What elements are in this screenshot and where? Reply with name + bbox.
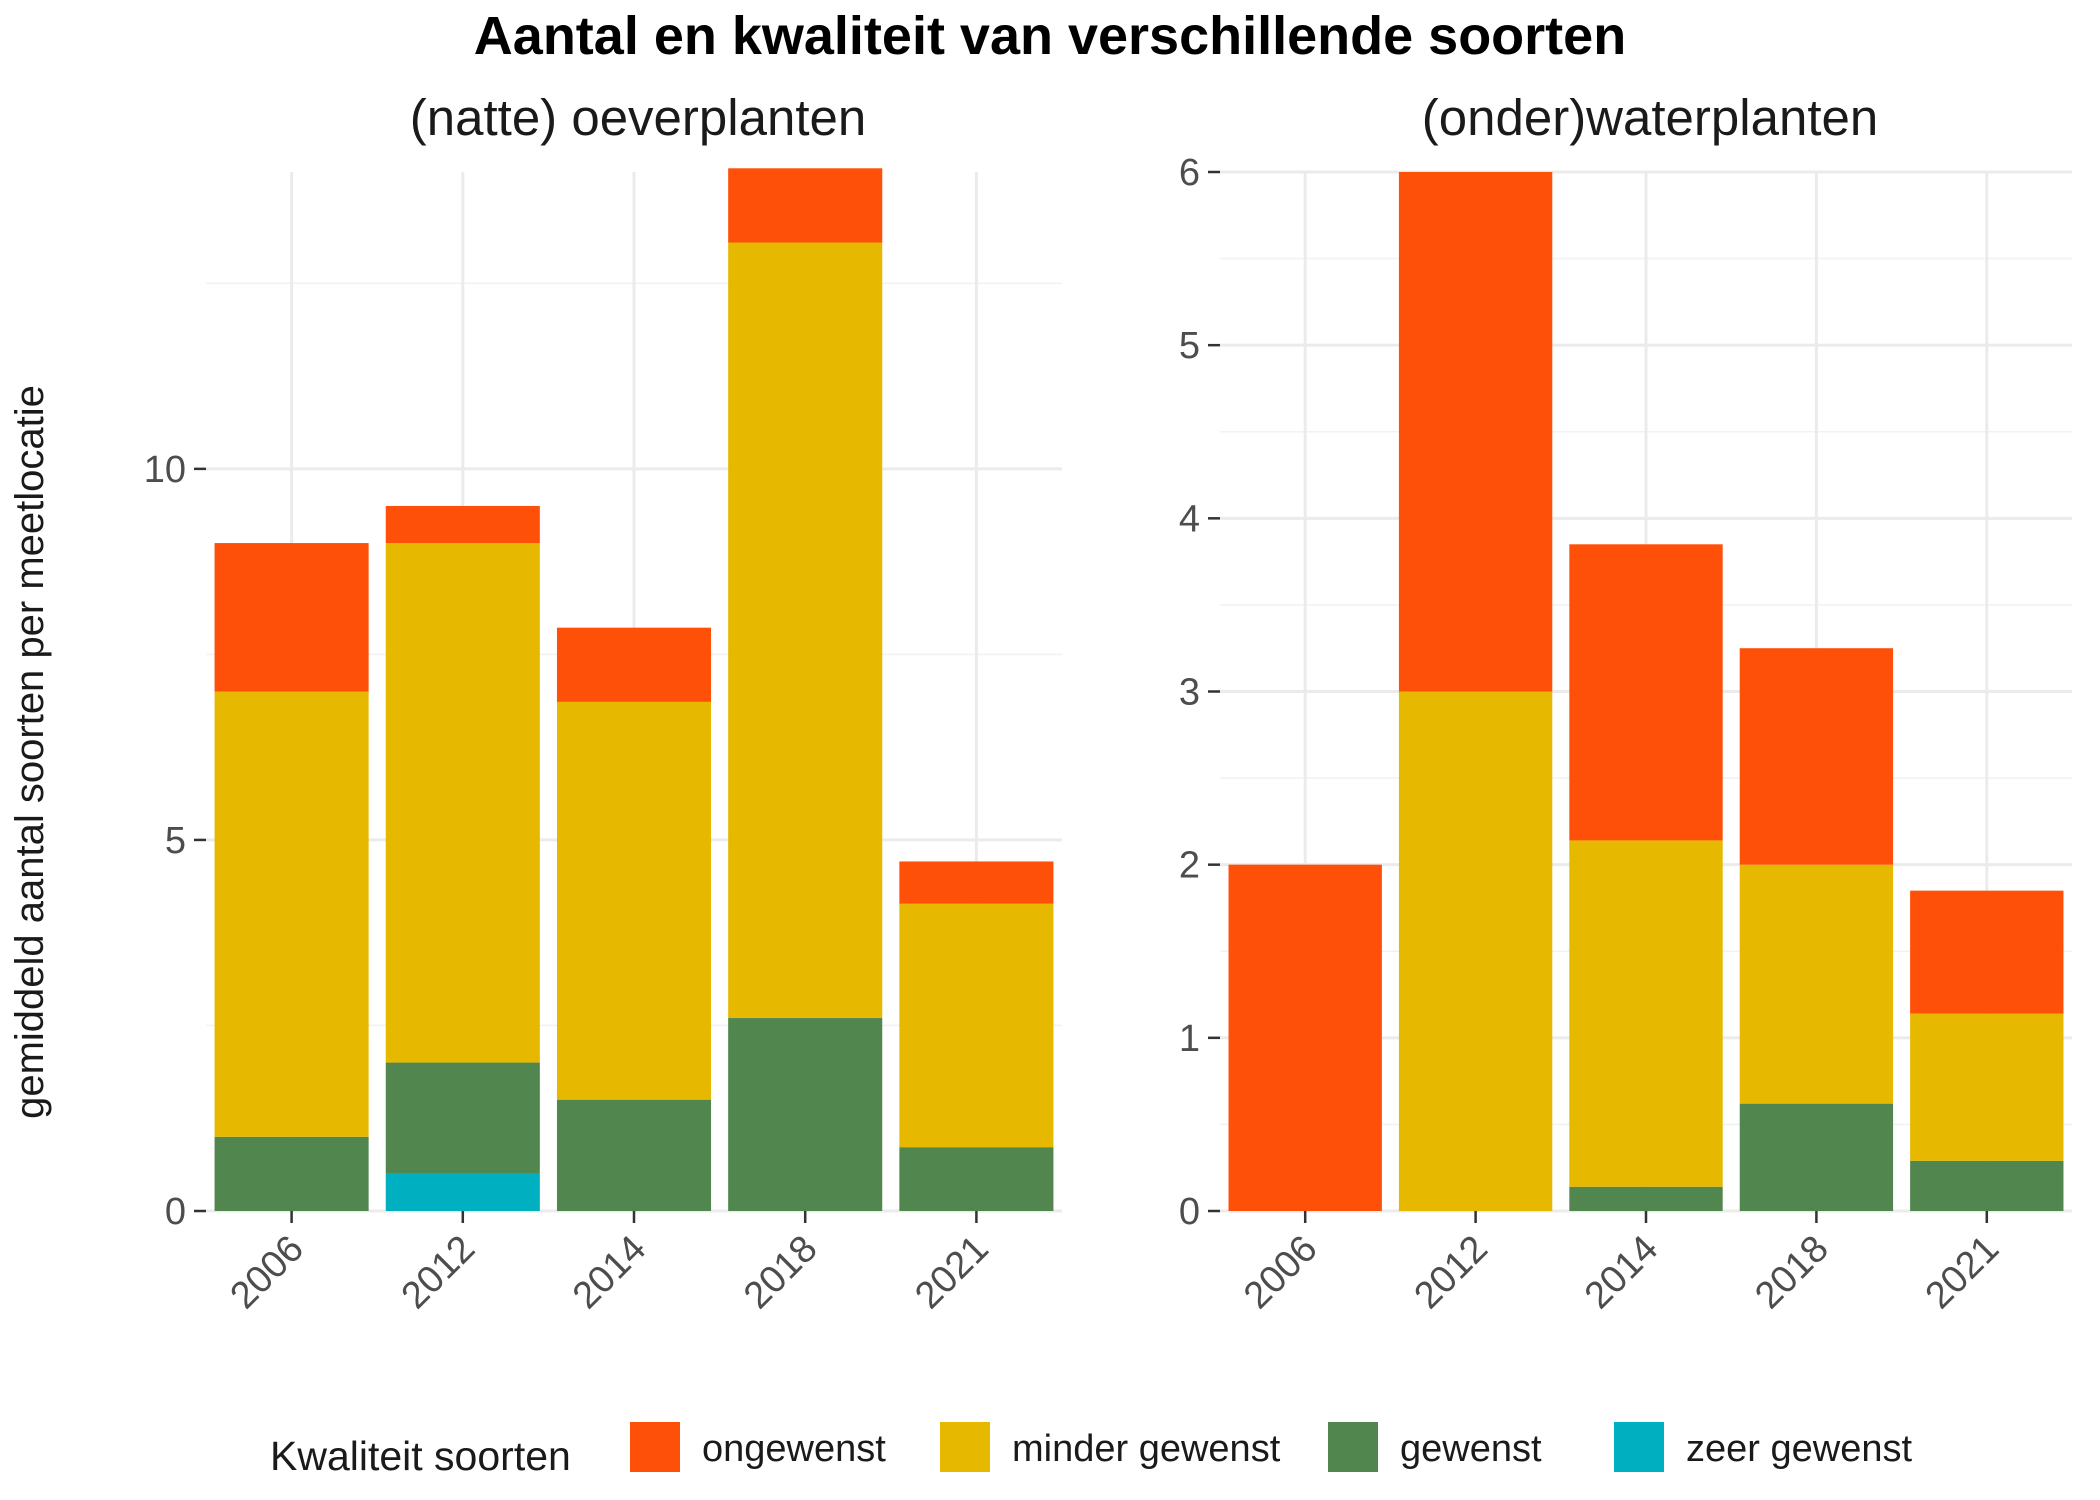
bar-oeverplanten-2006-gewenst <box>214 1136 369 1211</box>
y-tick-label: 3 <box>1179 672 1200 714</box>
bar-waterplanten-2018-minder-gewenst <box>1739 864 1894 1104</box>
y-tick-label: 10 <box>144 449 186 491</box>
y-axis-title: gemiddeld aantal soorten per meetlocatie <box>8 385 52 1119</box>
x-tick-label: 2021 <box>907 1228 996 1317</box>
legend-title: Kwaliteit soorten <box>270 1433 571 1479</box>
legend-key-gewenst <box>1328 1422 1378 1472</box>
x-axis-oeverplanten: 2006 2012 2014 2018 2021 <box>222 1211 997 1317</box>
bar-waterplanten-2021-gewenst <box>1910 1160 2064 1211</box>
panel-title-waterplanten: (onder)waterplanten <box>1422 89 1878 146</box>
x-tick-label: 2006 <box>222 1228 311 1317</box>
x-tick-label: 2021 <box>1918 1228 2007 1317</box>
bar-waterplanten-2012-ongewenst <box>1398 172 1553 692</box>
y-tick-label: 2 <box>1179 845 1200 887</box>
y-tick-label: 4 <box>1179 498 1200 540</box>
bars-waterplanten <box>1228 172 2064 1211</box>
bar-oeverplanten-2021-ongewenst <box>899 861 1054 904</box>
bar-oeverplanten-2012-ongewenst <box>385 505 540 544</box>
bar-waterplanten-2006-ongewenst <box>1228 864 1382 1211</box>
bar-waterplanten-2014-minder-gewenst <box>1569 840 1723 1187</box>
y-tick-label: 5 <box>165 820 186 862</box>
x-tick-label: 2018 <box>1747 1228 1836 1317</box>
legend-key-minder-gewenst <box>940 1422 990 1472</box>
bar-oeverplanten-2014-gewenst <box>556 1099 712 1211</box>
bar-oeverplanten-2012-zeer-gewenst <box>385 1173 540 1211</box>
bar-waterplanten-2018-ongewenst <box>1739 648 1894 865</box>
legend-key-zeer-gewenst <box>1614 1422 1664 1472</box>
bar-waterplanten-2014-ongewenst <box>1569 544 1723 841</box>
y-tick-label: 6 <box>1179 152 1200 194</box>
x-tick-label: 2018 <box>736 1228 825 1317</box>
bar-oeverplanten-2021-gewenst <box>899 1147 1054 1211</box>
chart-title: Aantal en kwaliteit van verschillende so… <box>474 6 1626 66</box>
bar-oeverplanten-2018-ongewenst <box>728 168 883 243</box>
bar-oeverplanten-2014-ongewenst <box>556 627 712 702</box>
legend-label: ongewenst <box>702 1428 886 1470</box>
bar-waterplanten-2018-gewenst <box>1739 1103 1894 1211</box>
y-axis-waterplanten: 0 1 2 3 4 5 6 <box>1179 152 1220 1233</box>
y-tick-label: 1 <box>1179 1018 1200 1060</box>
bar-oeverplanten-2014-minder-gewenst <box>556 701 712 1100</box>
bar-waterplanten-2021-ongewenst <box>1910 890 2064 1014</box>
bar-oeverplanten-2012-minder-gewenst <box>385 543 540 1063</box>
y-tick-label: 0 <box>1179 1191 1200 1233</box>
bar-oeverplanten-2006-minder-gewenst <box>214 691 369 1137</box>
bars-oeverplanten <box>214 168 1054 1211</box>
bar-waterplanten-2012-minder-gewenst <box>1398 691 1553 1211</box>
bar-oeverplanten-2021-minder-gewenst <box>899 903 1054 1148</box>
legend: Kwaliteit soorten ongewenst minder gewens… <box>270 1422 1912 1479</box>
x-tick-label: 2014 <box>1577 1228 1666 1317</box>
y-tick-label: 0 <box>165 1191 186 1233</box>
legend-label: zeer gewenst <box>1686 1428 1912 1470</box>
legend-label: minder gewenst <box>1012 1428 1281 1470</box>
x-tick-label: 2014 <box>565 1228 654 1317</box>
bar-oeverplanten-2018-gewenst <box>728 1018 883 1211</box>
y-tick-label: 5 <box>1179 325 1200 367</box>
bar-waterplanten-2014-gewenst <box>1569 1186 1723 1211</box>
legend-label: gewenst <box>1400 1428 1542 1470</box>
x-tick-label: 2012 <box>394 1228 483 1317</box>
bar-oeverplanten-2006-ongewenst <box>214 543 369 692</box>
x-tick-label: 2012 <box>1406 1228 1495 1317</box>
panel-title-oeverplanten: (natte) oeverplanten <box>410 89 866 146</box>
y-axis-oeverplanten: 0 5 10 <box>144 449 206 1233</box>
legend-key-ongewenst <box>630 1422 680 1472</box>
bar-waterplanten-2021-minder-gewenst <box>1910 1013 2064 1161</box>
bar-oeverplanten-2012-gewenst <box>385 1062 540 1174</box>
bar-oeverplanten-2018-minder-gewenst <box>728 242 883 1019</box>
x-tick-label: 2006 <box>1236 1228 1325 1317</box>
panel-oeverplanten: (natte) oeverplanten 0 5 10 2006 2012 2014 201… <box>144 89 1062 1317</box>
x-axis-waterplanten: 2006 2012 2014 2018 2021 <box>1236 1211 2007 1317</box>
